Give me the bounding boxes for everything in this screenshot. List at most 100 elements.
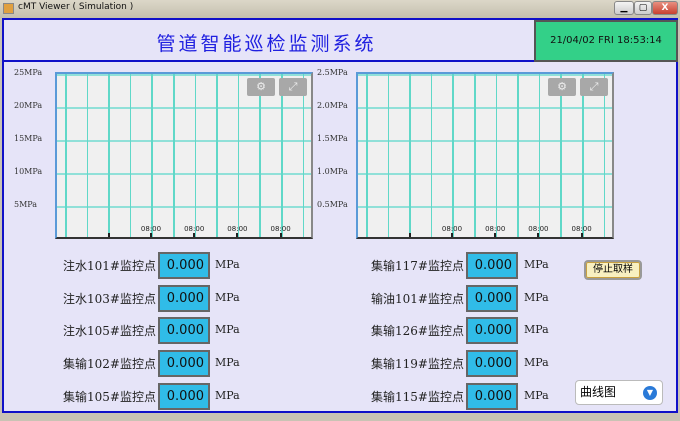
view-select[interactable]: 曲线图 ▼ [575,380,663,405]
trend-chart[interactable]: 08:00 08:00 08:00 08:00 ⚙ ⤢ [356,72,614,239]
grid-line [358,107,612,109]
y-tick-label: 25MPa [14,68,43,77]
x-tick-label: 08:00 [184,225,205,233]
grid-line [452,74,454,237]
y-tick-label: 15MPa [14,134,43,143]
unit-label: MPa [524,290,549,304]
gear-icon[interactable]: ⚙ [548,78,576,96]
y-tick-label: 20MPa [14,101,43,110]
pressure-value-display: 0.000 [466,350,518,378]
stop-sampling-button[interactable]: 停止取样 [584,260,642,280]
grid-line [495,74,498,237]
chevron-down-icon[interactable]: ▼ [643,386,657,400]
grid-line [358,74,612,76]
expand-icon[interactable]: ⤢ [279,78,307,96]
grid-line [57,140,311,142]
x-tick [537,233,540,237]
unit-label: MPa [215,258,240,271]
maximize-button[interactable]: ▢ [634,1,652,15]
grid-line [474,74,476,237]
unit-label: MPa [524,388,549,402]
grid-line [57,74,311,76]
grid-line [281,74,283,237]
x-tick [580,233,583,237]
x-tick-label: 08:00 [528,225,549,233]
grid-line [173,74,175,237]
header: 管道智能巡检监测系统 21/04/02 FRI 18:53:14 [4,20,678,62]
y-tick-label: 2.5MPa [317,68,348,77]
pressure-value-display: 0.000 [158,284,210,312]
unit-label: MPa [215,290,240,304]
x-tick-label: 08:00 [227,225,248,233]
view-select-value: 曲线图 [580,385,617,399]
y-tick-label: 1.0MPa [317,167,348,176]
point-label: 输油101#监控点 [371,291,464,306]
unit-label: MPa [524,356,549,370]
x-tick [409,233,411,237]
point-label: 集输115#监控点 [371,389,464,404]
x-tick-label: 08:00 [140,225,162,233]
grid-line [603,74,606,237]
window-title: cMT Viewer ( Simulation ) [18,2,134,12]
grid-line [108,74,110,237]
y-tick-label: 5MPa [14,200,38,209]
point-label: 注水103#监控点 [63,291,156,306]
y-tick-label: 10MPa [14,167,43,176]
grid-line [387,74,390,237]
grid-line [366,74,368,237]
point-label: 注水101#监控点 [63,259,156,273]
x-tick [193,233,196,237]
pressure-value-display: 0.000 [466,284,518,312]
grid-line [358,206,612,208]
grid-line [358,140,612,142]
unit-label: MPa [524,258,549,271]
grid-line [216,74,218,237]
trend-chart[interactable]: 08:00 08:00 08:00 08:00 ⚙ ⤢ [55,72,313,239]
grid-line [86,74,89,237]
window-titlebar: cMT Viewer ( Simulation ) ▁ ▢ X [0,0,680,18]
app-icon [3,3,14,14]
pressure-value-display: 0.000 [466,252,518,279]
x-tick-label: 08:00 [485,225,506,233]
grid-line [237,74,240,237]
datetime-display: 21/04/02 FRI 18:53:14 [534,20,678,62]
x-tick [150,233,152,237]
grid-line [302,74,305,237]
unit-label: MPa [215,388,240,402]
pressure-value-display: 0.000 [466,382,518,410]
grid-line [259,74,261,237]
close-button[interactable]: X [652,1,678,15]
point-label: 集输117#监控点 [371,259,464,273]
gear-icon[interactable]: ⚙ [247,78,275,96]
grid-line [560,74,562,237]
grid-line [517,74,519,237]
y-tick-label: 0.5MPa [317,200,348,209]
grid-line [358,173,612,175]
grid-line [538,74,541,237]
grid-line [151,74,153,237]
x-tick [236,233,239,237]
grid-line [57,173,311,175]
grid-line [57,206,311,208]
point-label: 集输119#监控点 [371,357,464,372]
x-tick-label: 08:00 [441,225,463,233]
grid-line [582,74,584,237]
grid-line [409,74,411,237]
expand-icon[interactable]: ⤢ [580,78,608,96]
grid-line [65,74,67,237]
pressure-value-display: 0.000 [158,252,210,279]
x-tick-label: 08:00 [571,225,592,233]
x-tick-label: 08:00 [270,225,291,233]
x-tick [279,233,282,237]
x-tick [451,233,453,237]
unit-label: MPa [215,323,240,337]
minimize-button[interactable]: ▁ [614,1,634,15]
point-label: 注水105#监控点 [63,324,156,339]
pressure-value-display: 0.000 [158,317,210,345]
grid-line [129,74,132,237]
page-title: 管道智能巡检监测系统 [156,33,377,55]
grid-line [194,74,197,237]
y-tick-label: 1.5MPa [317,134,348,143]
unit-label: MPa [215,356,240,370]
hmi-screen: 管道智能巡检监测系统 21/04/02 FRI 18:53:14 25MPa 20… [2,18,678,413]
